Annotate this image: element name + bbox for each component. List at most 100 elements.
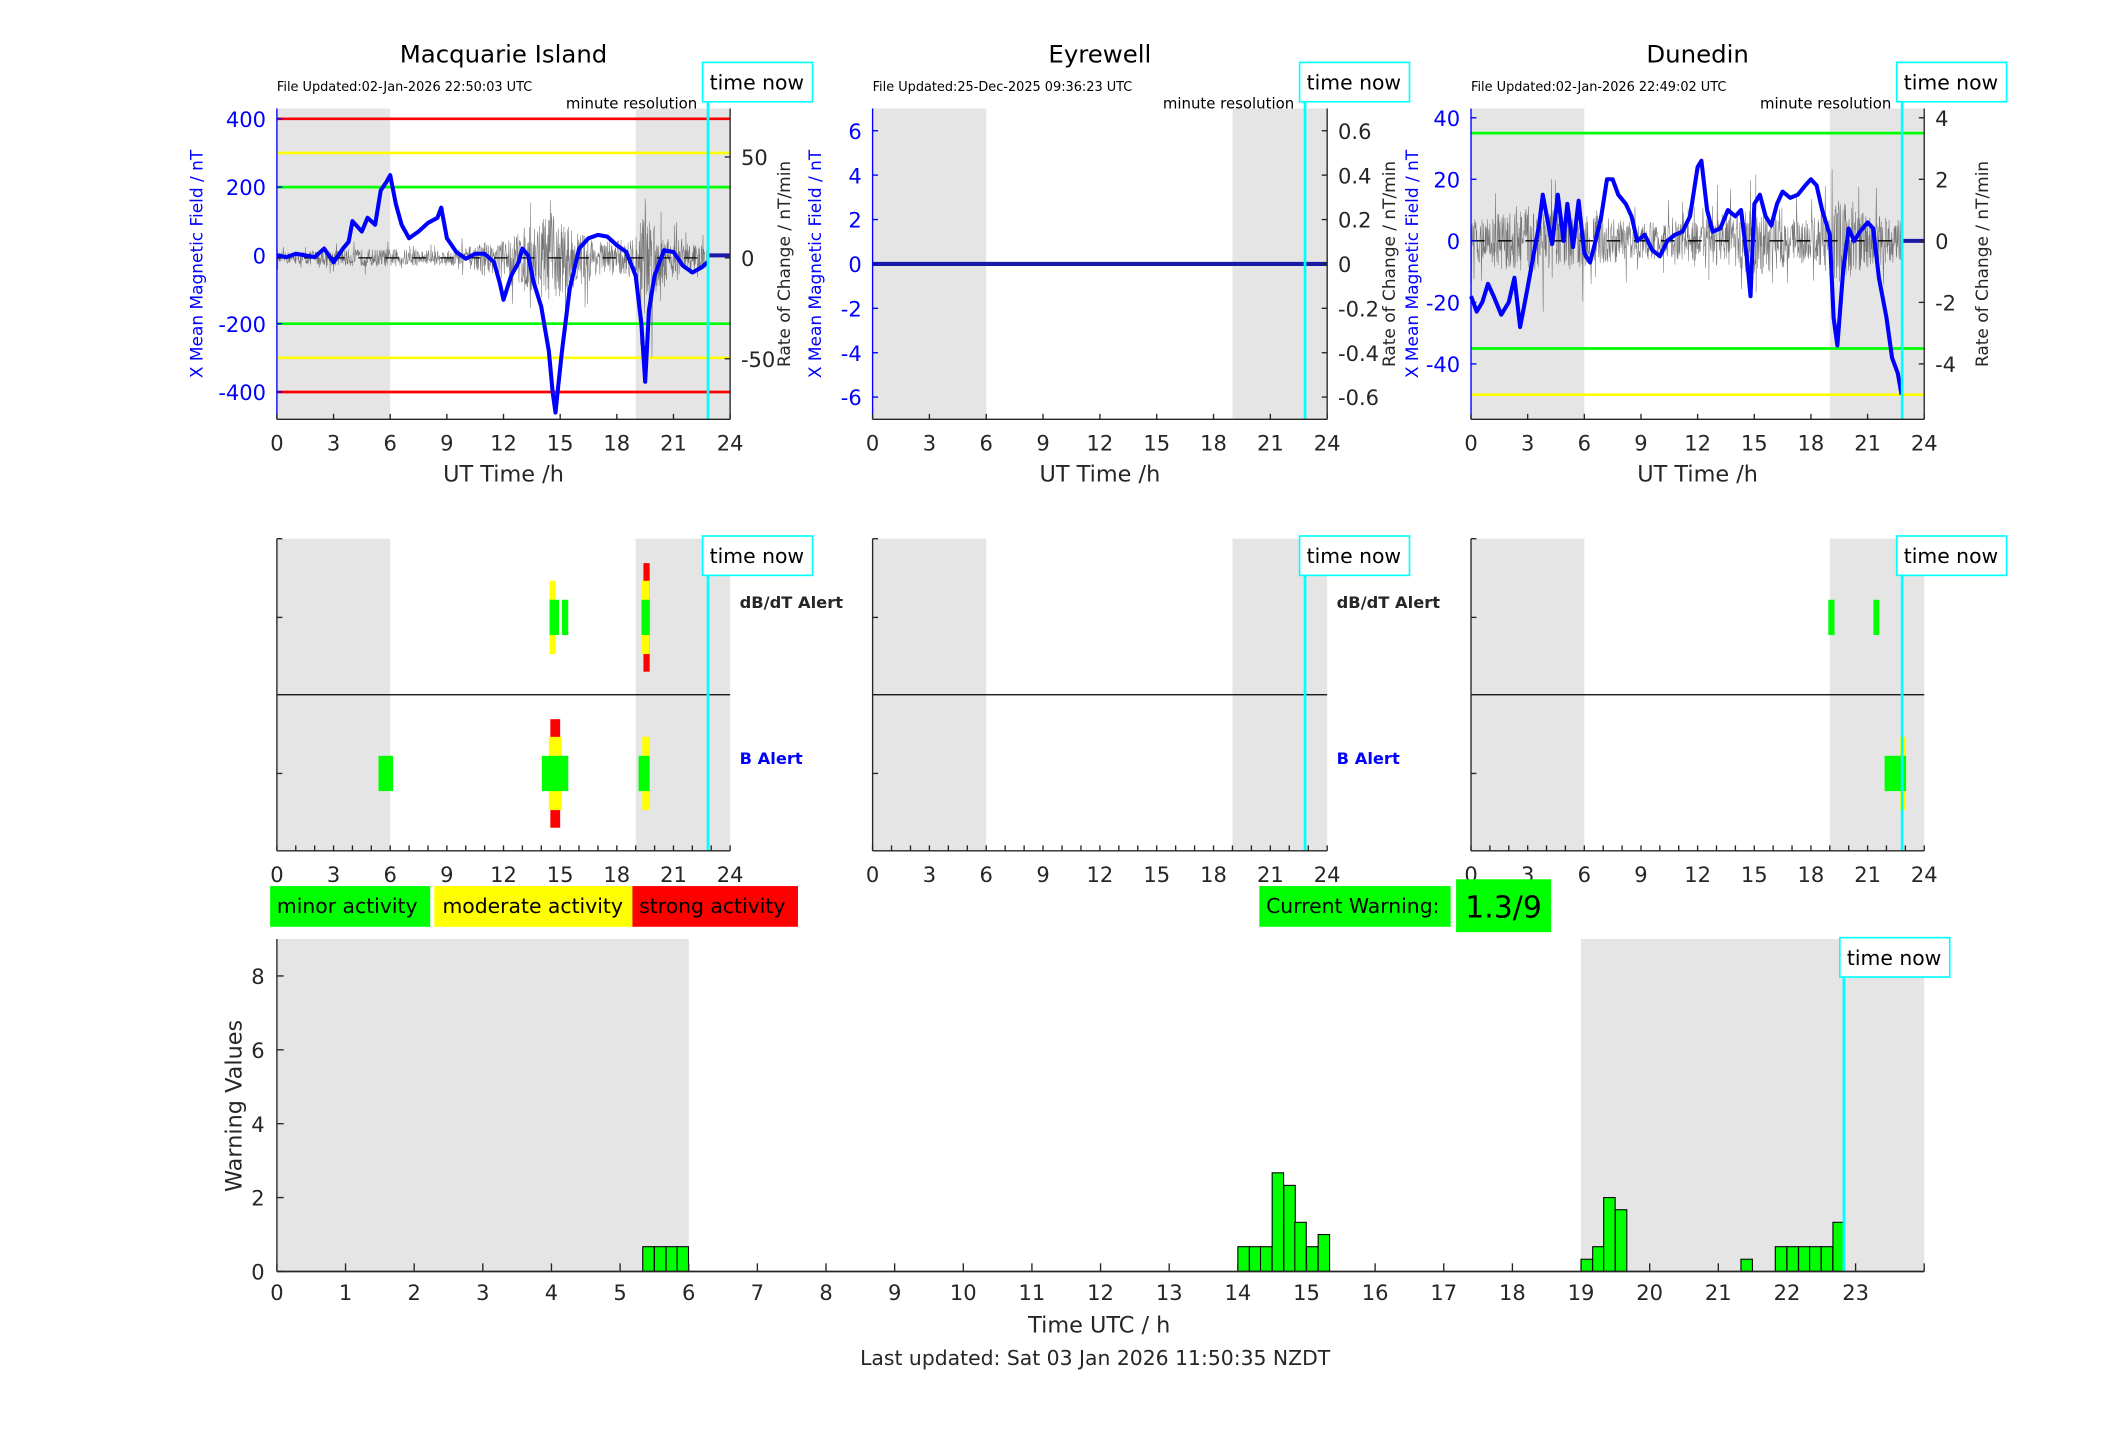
resolution-label: minute resolution xyxy=(1163,95,1294,113)
x-tick-label: 0 xyxy=(270,1280,283,1305)
x-tick-label: 7 xyxy=(751,1280,764,1305)
y-tick-label: 4 xyxy=(848,163,861,188)
y-tick-label: 2 xyxy=(251,1186,264,1211)
y-tick-label: -2 xyxy=(841,296,862,321)
dbdt-alert-label: dB/dT Alert xyxy=(740,593,844,612)
x-tick-label: 5 xyxy=(613,1280,626,1305)
time-now-label: time now xyxy=(1307,71,1401,95)
y2-tick-label: -4 xyxy=(1935,352,1956,377)
dbdt-alert-label: dB/dT Alert xyxy=(1337,593,1441,612)
y-tick-label: 2 xyxy=(848,208,861,233)
warning-bar xyxy=(1603,1197,1616,1272)
time-now-box xyxy=(1298,535,1411,577)
time-now-box xyxy=(1895,61,2008,103)
alert-panel-1: 0 3 6 9 12 15 18 21 24 dB/dT Alert B Alert time now xyxy=(866,535,1441,887)
x-tick-label: 20 xyxy=(1636,1280,1663,1305)
x-tick-label: 21 xyxy=(660,431,687,456)
time-now-label: time now xyxy=(710,544,804,568)
y2-tick-label: -50 xyxy=(741,347,775,372)
warning-bar xyxy=(676,1246,690,1272)
resolution-label: minute resolution xyxy=(566,95,697,113)
y2-tick-label: -2 xyxy=(1935,291,1956,316)
y-axis-label: X Mean Magnetic Field / nT xyxy=(805,149,825,378)
y2-tick-label: -0.2 xyxy=(1338,296,1379,321)
y2-tick-label: 0 xyxy=(1338,252,1351,277)
y2-axis-label: Rate of Change / nT/min xyxy=(1972,161,1992,367)
y-tick-label: 0 xyxy=(848,252,861,277)
x-field-line xyxy=(1469,158,1904,396)
time-now-label: time now xyxy=(710,71,804,95)
y-tick-label: -200 xyxy=(218,312,266,337)
y-tick-label: 0 xyxy=(251,1260,264,1285)
warning-bar xyxy=(1237,1246,1250,1272)
y-tick-label: 8 xyxy=(251,964,264,989)
panel-title: Macquarie Island xyxy=(400,39,608,68)
warning-bar xyxy=(1774,1246,1788,1272)
x-tick-label: 0 xyxy=(1464,431,1477,456)
time-now-label: time now xyxy=(1307,544,1401,568)
x-tick-label: 9 xyxy=(440,431,453,456)
warning-bar xyxy=(1798,1246,1811,1272)
y-tick-label: 6 xyxy=(848,119,861,144)
night-shade xyxy=(1581,939,1925,1272)
dbdt-alert-bar xyxy=(549,599,560,636)
x-tick-label: 18 xyxy=(1798,431,1825,456)
y2-tick-label: 0.6 xyxy=(1338,119,1371,144)
x-tick-label: 12 xyxy=(1087,862,1114,887)
magnetometer-panel-1: Eyrewell File Updated:25-Dec-2025 09:36:2… xyxy=(805,39,1411,488)
legend-minor: minor activity xyxy=(277,894,418,918)
legend-moderate: moderate activity xyxy=(442,894,622,918)
y2-tick-label: 0.4 xyxy=(1338,163,1371,188)
y2-tick-label: 0 xyxy=(1935,229,1948,254)
x-tick-label: 18 xyxy=(603,431,630,456)
dbdt-alert-bar xyxy=(641,599,650,636)
x-tick-label: 21 xyxy=(1705,1280,1732,1305)
x-tick-label: 24 xyxy=(1911,431,1938,456)
x-tick-label: 14 xyxy=(1224,1280,1251,1305)
x-tick-label: 18 xyxy=(603,862,630,887)
warning-bar xyxy=(1283,1184,1296,1272)
x-tick-label: 6 xyxy=(384,431,397,456)
x-tick-label: 6 xyxy=(980,431,993,456)
x-tick-label: 0 xyxy=(866,862,879,887)
x-tick-label: 3 xyxy=(327,862,340,887)
current-warning: Current Warning: 1.3/9 xyxy=(1259,879,1552,933)
time-now-box xyxy=(1895,535,2008,577)
y2-axis-label: Rate of Change / nT/min xyxy=(774,161,794,367)
b-alert-label: B Alert xyxy=(1337,749,1400,768)
warning-bar xyxy=(665,1246,679,1272)
y2-tick-label: 4 xyxy=(1935,106,1948,131)
x-tick-label: 21 xyxy=(1257,431,1284,456)
legend-minor-swatch xyxy=(270,886,431,927)
y-tick-label: 0 xyxy=(1447,229,1460,254)
warning-bar xyxy=(1580,1258,1594,1272)
time-now-label: time now xyxy=(1904,71,1998,95)
warning-bar xyxy=(1248,1246,1262,1272)
x-tick-label: 21 xyxy=(1854,862,1881,887)
file-updated: File Updated:25-Dec-2025 09:36:23 UTC xyxy=(873,80,1133,95)
x-tick-label: 19 xyxy=(1568,1280,1595,1305)
x-axis-label: UT Time /h xyxy=(443,462,564,488)
y2-tick-label: 50 xyxy=(741,145,768,170)
time-now-box xyxy=(1298,61,1411,103)
y-tick-label: 20 xyxy=(1433,167,1460,192)
x-tick-label: 18 xyxy=(1200,862,1227,887)
x-tick-label: 0 xyxy=(270,862,283,887)
x-tick-label: 9 xyxy=(1036,862,1049,887)
b-alert-bar xyxy=(378,755,394,792)
x-tick-label: 12 xyxy=(490,862,517,887)
panel-title: Eyrewell xyxy=(1048,39,1151,68)
x-tick-label: 24 xyxy=(717,862,744,887)
resolution-label: minute resolution xyxy=(1760,95,1891,113)
b-alert-bar xyxy=(638,755,650,792)
x-tick-label: 12 xyxy=(1684,431,1711,456)
x-tick-label: 15 xyxy=(547,862,574,887)
x-tick-label: 8 xyxy=(819,1280,832,1305)
warning-bar xyxy=(1740,1258,1753,1272)
warning-bar xyxy=(1271,1172,1285,1272)
panel-title: Dunedin xyxy=(1646,39,1749,68)
x-tick-label: 6 xyxy=(682,1280,695,1305)
x-tick-label: 12 xyxy=(1087,1280,1114,1305)
x-tick-label: 24 xyxy=(1911,862,1938,887)
x-tick-label: 6 xyxy=(1578,862,1591,887)
